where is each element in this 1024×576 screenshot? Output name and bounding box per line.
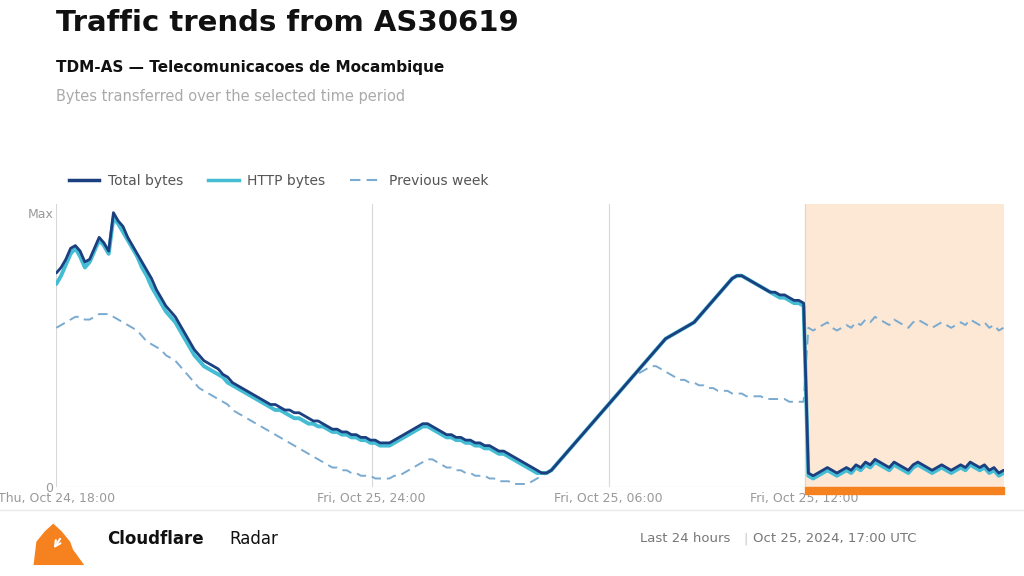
Total bytes: [112, 218, 124, 225]
Previous week: [50, 324, 62, 331]
Bar: [805, 487, 1004, 494]
Text: Radar: Radar: [229, 529, 279, 548]
HTTP bytes: [231, 385, 244, 392]
Line: Previous week: Previous week: [56, 314, 1004, 484]
HTTP bytes: [307, 420, 319, 427]
HTTP bytes: [112, 220, 124, 227]
Total bytes: [307, 418, 319, 425]
Previous week: [926, 324, 938, 331]
Previous week: [93, 310, 105, 317]
Total bytes: [959, 464, 972, 471]
Total bytes: [997, 467, 1010, 473]
Previous week: [307, 453, 319, 460]
Text: Cloudflare: Cloudflare: [108, 529, 204, 548]
Previous week: [112, 316, 124, 323]
HTTP bytes: [959, 467, 972, 473]
Previous week: [507, 480, 519, 487]
Text: Oct 25, 2024, 17:00 UTC: Oct 25, 2024, 17:00 UTC: [753, 532, 916, 545]
Total bytes: [231, 382, 244, 389]
Previous week: [997, 324, 1010, 331]
HTTP bytes: [50, 281, 62, 287]
Previous week: [88, 313, 100, 320]
HTTP bytes: [926, 469, 938, 476]
Previous week: [231, 410, 244, 416]
HTTP bytes: [807, 475, 819, 482]
Line: HTTP bytes: HTTP bytes: [56, 218, 1004, 479]
HTTP bytes: [88, 248, 100, 255]
Legend: Total bytes, HTTP bytes, Previous week: Total bytes, HTTP bytes, Previous week: [63, 168, 494, 194]
Text: Bytes transferred over the selected time period: Bytes transferred over the selected time…: [56, 89, 406, 104]
Text: TDM-AS — Telecomunicacoes de Mocambique: TDM-AS — Telecomunicacoes de Mocambique: [56, 60, 444, 75]
Line: Total bytes: Total bytes: [56, 213, 1004, 476]
Text: |: |: [743, 532, 748, 545]
Total bytes: [88, 245, 100, 252]
Total bytes: [108, 209, 120, 216]
Text: Traffic trends from AS30619: Traffic trends from AS30619: [56, 9, 519, 37]
Bar: [805, 204, 1004, 487]
HTTP bytes: [108, 215, 120, 222]
Previous week: [959, 321, 972, 328]
Total bytes: [807, 472, 819, 479]
Total bytes: [50, 270, 62, 276]
Total bytes: [926, 467, 938, 473]
Text: Last 24 hours: Last 24 hours: [640, 532, 730, 545]
PathPatch shape: [34, 524, 84, 565]
HTTP bytes: [997, 469, 1010, 476]
